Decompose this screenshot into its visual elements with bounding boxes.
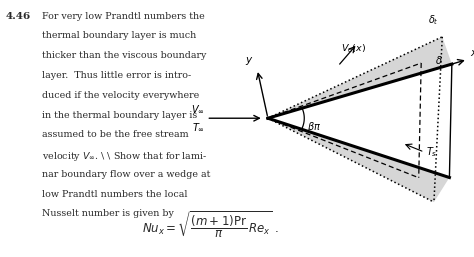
Text: thermal boundary layer is much: thermal boundary layer is much [42, 31, 196, 40]
Text: $\beta\pi$: $\beta\pi$ [307, 121, 321, 134]
Text: assumed to be the free stream: assumed to be the free stream [42, 130, 188, 139]
Text: Nusselt number is given by: Nusselt number is given by [42, 209, 173, 218]
Text: $Nu_x = \sqrt{\dfrac{(m+1)\mathrm{Pr}}{\pi}\,Re_x}\ .$: $Nu_x = \sqrt{\dfrac{(m+1)\mathrm{Pr}}{\… [142, 210, 279, 240]
Text: nar boundary flow over a wedge at: nar boundary flow over a wedge at [42, 170, 210, 179]
Text: $\delta$: $\delta$ [435, 54, 443, 66]
Text: velocity $V_\infty$. \ \ Show that for lami-: velocity $V_\infty$. \ \ Show that for l… [42, 150, 207, 163]
Text: $T_s$: $T_s$ [426, 145, 437, 159]
Text: $y$: $y$ [245, 55, 253, 67]
Text: $V_e(x)$: $V_e(x)$ [341, 42, 366, 55]
Text: thicker than the viscous boundary: thicker than the viscous boundary [42, 51, 206, 60]
Text: $V_\infty$: $V_\infty$ [191, 103, 205, 115]
Text: layer.  Thus little error is intro-: layer. Thus little error is intro- [42, 71, 191, 80]
Text: 4.46: 4.46 [6, 12, 31, 21]
Polygon shape [268, 118, 449, 202]
Text: duced if the velocity everywhere: duced if the velocity everywhere [42, 91, 199, 100]
Text: in the thermal boundary layer is: in the thermal boundary layer is [42, 111, 197, 120]
Text: low Prandtl numbers the local: low Prandtl numbers the local [42, 190, 187, 199]
Polygon shape [268, 37, 452, 118]
Text: For very low Prandtl numbers the: For very low Prandtl numbers the [42, 12, 204, 21]
Text: $T_\infty$: $T_\infty$ [192, 122, 205, 133]
Text: $\delta_t$: $\delta_t$ [428, 13, 439, 27]
Text: $x$: $x$ [470, 48, 474, 58]
